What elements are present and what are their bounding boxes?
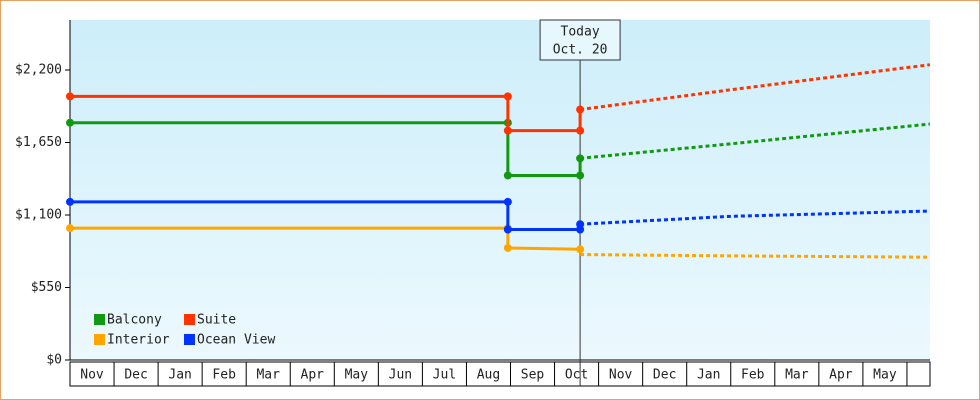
y-tick-label: $0 <box>46 353 62 368</box>
point <box>576 126 585 135</box>
point <box>576 245 585 254</box>
x-tick-label: Nov <box>80 368 104 383</box>
y-tick-label: $1,100 <box>15 208 62 223</box>
forecast-line <box>580 253 930 259</box>
point <box>503 243 512 252</box>
x-tick-label: May <box>345 368 369 383</box>
point <box>503 171 512 180</box>
forecast-line <box>579 63 931 112</box>
point <box>503 225 512 234</box>
x-tick-label: Sep <box>521 368 545 383</box>
legend-swatch <box>184 334 195 345</box>
forecast-line <box>580 209 930 226</box>
x-axis-band <box>69 361 931 387</box>
y-tick-label: $2,200 <box>15 63 62 78</box>
x-tick-label: Aug <box>477 368 500 383</box>
today-label: Today <box>561 25 600 40</box>
legend-swatch <box>184 314 195 325</box>
point <box>66 92 74 101</box>
point <box>503 197 512 206</box>
x-tick-label: Dec <box>124 368 147 383</box>
point <box>503 126 512 135</box>
legend-label: Balcony <box>107 313 162 328</box>
point <box>503 92 512 101</box>
legend-swatch <box>94 334 105 345</box>
y-tick-label: $550 <box>31 280 62 295</box>
x-tick-label: Feb <box>212 368 236 383</box>
today-box <box>539 19 621 61</box>
x-tick-label: Oct <box>565 368 588 383</box>
point <box>576 154 585 163</box>
point <box>66 118 74 127</box>
legend-swatch <box>94 314 105 325</box>
legend-label: Interior <box>107 333 170 348</box>
x-tick-label: Jul <box>433 368 456 383</box>
point <box>66 197 74 206</box>
point <box>66 224 74 233</box>
x-tick-label: Apr <box>829 368 853 383</box>
forecast-line <box>579 122 931 160</box>
series-line <box>70 226 581 251</box>
legend-label: Ocean View <box>197 333 275 348</box>
x-tick-label: Mar <box>785 368 809 383</box>
x-tick-label: May <box>873 368 897 383</box>
y-tick-label: $1,650 <box>15 135 62 150</box>
x-tick-label: Mar <box>256 368 280 383</box>
plot-area <box>70 20 930 360</box>
point <box>576 105 585 114</box>
x-tick-label: Nov <box>609 368 633 383</box>
x-tick-label: Jan <box>168 368 191 383</box>
point <box>576 171 585 180</box>
x-tick-label: Apr <box>301 368 325 383</box>
x-tick-label: Jun <box>389 368 412 383</box>
today-label: Oct. 20 <box>553 43 608 58</box>
x-tick-label: Feb <box>741 368 765 383</box>
x-tick-label: Dec <box>653 368 676 383</box>
point <box>576 220 585 229</box>
x-tick-label: Jan <box>697 368 720 383</box>
legend-label: Suite <box>197 313 236 328</box>
